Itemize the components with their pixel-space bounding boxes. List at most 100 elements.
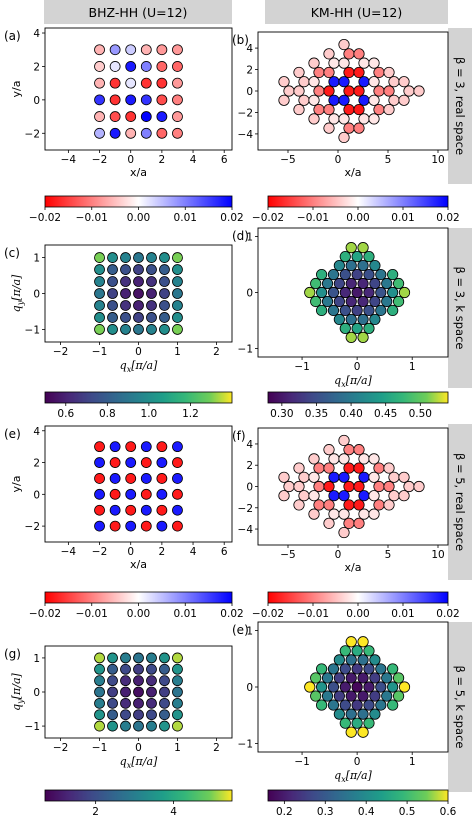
- header-km: KM-HH (U=12): [265, 0, 448, 24]
- data-point: [343, 66, 355, 79]
- data-point: [321, 295, 334, 308]
- data-point: [387, 699, 399, 711]
- data-point: [381, 690, 393, 702]
- data-point: [133, 675, 144, 687]
- data-point: [156, 441, 168, 453]
- data-point: [120, 276, 131, 287]
- data-point: [310, 690, 322, 702]
- data-point: [383, 462, 395, 474]
- y-tick-label: 4: [246, 439, 253, 451]
- data-point: [345, 726, 357, 738]
- data-point: [172, 288, 183, 299]
- data-point: [398, 286, 411, 299]
- y-tick-label: −4: [238, 129, 254, 141]
- x-tick-label: 1: [174, 346, 181, 358]
- data-point: [278, 490, 290, 502]
- y-tick-label: −2: [238, 503, 253, 515]
- data-point: [343, 517, 355, 529]
- panel-letter: (e): [232, 623, 249, 637]
- data-point: [383, 499, 395, 511]
- data-point: [323, 517, 335, 529]
- x-axis-label: qx[π/a]: [120, 359, 158, 374]
- data-point: [156, 61, 168, 72]
- data-point: [339, 251, 351, 263]
- row-label-beta3-real: β = 3, real space: [448, 28, 472, 184]
- data-point: [283, 85, 295, 97]
- x-tick-label: 1: [174, 742, 181, 754]
- data-point: [357, 242, 369, 254]
- x-tick-label: −1: [92, 742, 107, 754]
- data-point: [368, 76, 380, 88]
- data-point: [140, 77, 152, 89]
- x-tick-label: −2: [53, 742, 68, 754]
- data-point: [398, 76, 410, 88]
- data-point: [94, 441, 105, 453]
- data-point: [94, 324, 105, 335]
- data-point: [368, 94, 380, 106]
- data-point: [351, 681, 363, 693]
- data-point: [109, 94, 121, 106]
- data-point: [363, 304, 375, 317]
- data-point: [323, 499, 335, 511]
- data-point: [368, 490, 380, 502]
- colorbar-tick-label: 0.02: [220, 212, 243, 224]
- data-point: [94, 663, 105, 675]
- panel-letter: (g): [4, 647, 21, 661]
- data-point: [293, 103, 305, 116]
- colorbar-tick-label: −0.01: [76, 608, 108, 620]
- x-tick-label: 0: [354, 361, 361, 373]
- data-point: [368, 508, 380, 520]
- data-point: [338, 508, 350, 520]
- x-tick-label: 10: [431, 154, 444, 166]
- colorbar-tick-label: 0.02: [436, 212, 459, 224]
- y-tick-label: 0: [33, 489, 40, 501]
- x-tick-label: 4: [190, 154, 197, 166]
- data-point: [172, 94, 183, 106]
- colorbar-tick-label: 4: [170, 806, 177, 818]
- data-point: [308, 453, 320, 465]
- data-point: [94, 652, 105, 664]
- data-point: [94, 111, 105, 122]
- data-point: [107, 652, 118, 664]
- data-point: [107, 697, 118, 709]
- data-point: [357, 277, 369, 290]
- data-point: [363, 645, 375, 657]
- x-tick-label: −2: [53, 346, 68, 358]
- data-point: [375, 681, 387, 693]
- data-point: [298, 490, 310, 502]
- x-tick-label: 1: [409, 756, 416, 768]
- data-point: [343, 444, 355, 456]
- data-point: [293, 66, 305, 79]
- data-point: [304, 286, 316, 299]
- data-point: [107, 300, 118, 311]
- data-point: [345, 654, 357, 666]
- data-point: [388, 94, 400, 106]
- data-point: [172, 276, 183, 287]
- data-point: [327, 681, 340, 693]
- data-point: [345, 331, 357, 343]
- data-point: [107, 324, 118, 335]
- data-point: [339, 304, 351, 317]
- data-point: [133, 663, 144, 675]
- y-tick-label: 1: [246, 231, 253, 243]
- data-point: [373, 462, 385, 474]
- data-point: [351, 322, 363, 334]
- data-point: [120, 324, 131, 335]
- data-point: [293, 85, 305, 97]
- data-point: [398, 94, 410, 106]
- colorbar: [267, 789, 449, 802]
- data-point: [345, 242, 357, 254]
- x-tick-label: 2: [213, 742, 220, 754]
- data-point: [140, 520, 152, 532]
- x-axis-label: x/a: [130, 166, 147, 179]
- data-point: [345, 708, 357, 720]
- colorbar-tick-label: −0.02: [29, 212, 61, 224]
- data-point: [357, 331, 369, 343]
- data-point: [125, 61, 137, 72]
- x-tick-label: 2: [213, 346, 220, 358]
- data-point: [369, 690, 381, 702]
- data-point: [328, 113, 340, 125]
- data-point: [133, 709, 144, 721]
- data-point: [375, 699, 387, 711]
- data-point: [353, 444, 365, 456]
